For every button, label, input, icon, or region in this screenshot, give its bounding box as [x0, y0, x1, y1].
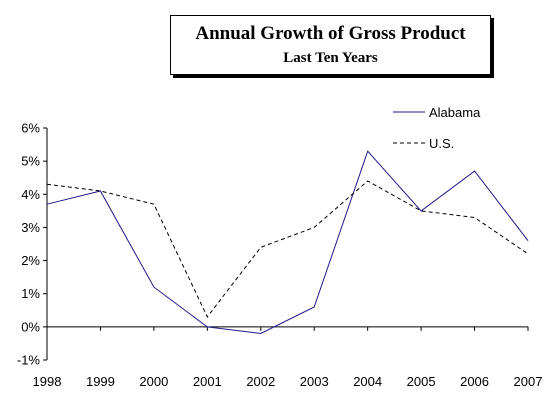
y-tick-label: 1%	[21, 286, 40, 301]
series-line-u-s	[46, 180, 529, 318]
x-tick-label: 2006	[460, 374, 489, 389]
series-line-alabama	[46, 150, 529, 335]
x-tick-label: 1999	[86, 374, 115, 389]
y-tick-label: -1%	[17, 353, 41, 368]
x-tick-label: 2003	[300, 374, 329, 389]
chart-axes	[46, 128, 528, 360]
x-tick-label: 2002	[246, 374, 275, 389]
legend-label: Alabama	[429, 105, 481, 120]
y-tick-label: 4%	[21, 187, 40, 202]
x-tick-label: 2001	[193, 374, 222, 389]
legend-label: U.S.	[429, 136, 454, 151]
x-axis-ticks: 1998 1999 2000 2001 2002 2003 2004 2005 2006 2007	[33, 326, 543, 389]
y-tick-label: 2%	[21, 253, 40, 268]
y-axis-ticks: 6% 5% 4% 3% 2% 1% 0% -1%	[17, 121, 47, 368]
y-tick-label: 0%	[21, 319, 40, 334]
y-tick-label: 5%	[21, 154, 40, 169]
chart-legend: Alabama U.S.	[393, 105, 481, 151]
y-tick-label: 6%	[21, 121, 40, 136]
x-tick-label: 2005	[407, 374, 436, 389]
chart-title-box: Annual Growth of Gross Product Last Ten …	[170, 15, 491, 75]
chart-subtitle: Last Ten Years	[283, 50, 378, 66]
chart-series	[46, 150, 529, 335]
x-tick-label: 2004	[353, 374, 382, 389]
x-tick-label: 2000	[139, 374, 168, 389]
x-tick-label: 2007	[514, 374, 543, 389]
y-tick-label: 3%	[21, 220, 40, 235]
x-tick-label: 1998	[33, 374, 62, 389]
chart-title: Annual Growth of Gross Product	[195, 23, 466, 44]
